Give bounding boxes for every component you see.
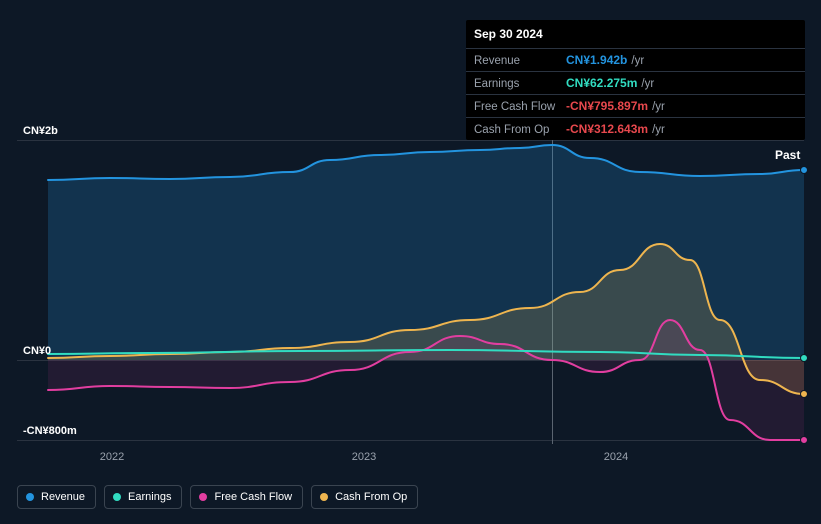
legend-dot-icon (320, 493, 328, 501)
tooltip-metric-value: CN¥62.275m (566, 76, 637, 90)
legend-dot-icon (199, 493, 207, 501)
tooltip-suffix: /yr (631, 55, 644, 67)
tooltip-row: Free Cash Flow-CN¥795.897m/yr (466, 95, 805, 118)
tooltip-row: RevenueCN¥1.942b/yr (466, 49, 805, 72)
tooltip-suffix: /yr (652, 124, 665, 136)
tooltip-date: Sep 30 2024 (466, 20, 805, 49)
chart-legend: Revenue Earnings Free Cash Flow Cash From O… (17, 485, 418, 509)
tooltip-metric-value: -CN¥312.643m (566, 122, 648, 136)
legend-label: Revenue (41, 491, 85, 503)
financial-chart: CN¥2b CN¥0 -CN¥800m Past 2022 2023 2024 … (0, 0, 821, 524)
past-label: Past (775, 148, 800, 162)
legend-dot-icon (26, 493, 34, 501)
legend-label: Cash From Op (335, 491, 407, 503)
tooltip-metric-value: -CN¥795.897m (566, 99, 648, 113)
x-tick-label: 2024 (604, 451, 628, 463)
series-endpoint-icon (800, 166, 808, 174)
tooltip-metric-label: Free Cash Flow (474, 101, 566, 113)
y-tick-label: CN¥2b (23, 125, 58, 137)
tooltip-suffix: /yr (641, 78, 654, 90)
tooltip-suffix: /yr (652, 101, 665, 113)
legend-item[interactable]: Earnings (104, 485, 182, 509)
tooltip-row: Cash From Op-CN¥312.643m/yr (466, 118, 805, 140)
legend-item[interactable]: Revenue (17, 485, 96, 509)
tooltip-row: EarningsCN¥62.275m/yr (466, 72, 805, 95)
series-endpoint-icon (800, 354, 808, 362)
x-tick-label: 2022 (100, 451, 124, 463)
legend-item[interactable]: Free Cash Flow (190, 485, 303, 509)
x-tick-label: 2023 (352, 451, 376, 463)
tooltip-metric-label: Revenue (474, 55, 566, 67)
legend-item[interactable]: Cash From Op (311, 485, 418, 509)
legend-dot-icon (113, 493, 121, 501)
tooltip-metric-value: CN¥1.942b (566, 53, 627, 67)
series-endpoint-icon (800, 436, 808, 444)
tooltip-metric-label: Cash From Op (474, 124, 566, 136)
series-endpoint-icon (800, 390, 808, 398)
legend-label: Free Cash Flow (214, 491, 292, 503)
y-tick-label: -CN¥800m (23, 425, 77, 437)
chart-tooltip: Sep 30 2024 RevenueCN¥1.942b/yrEarningsC… (466, 20, 805, 140)
y-tick-label: CN¥0 (23, 345, 51, 357)
legend-label: Earnings (128, 491, 171, 503)
tooltip-metric-label: Earnings (474, 78, 566, 90)
